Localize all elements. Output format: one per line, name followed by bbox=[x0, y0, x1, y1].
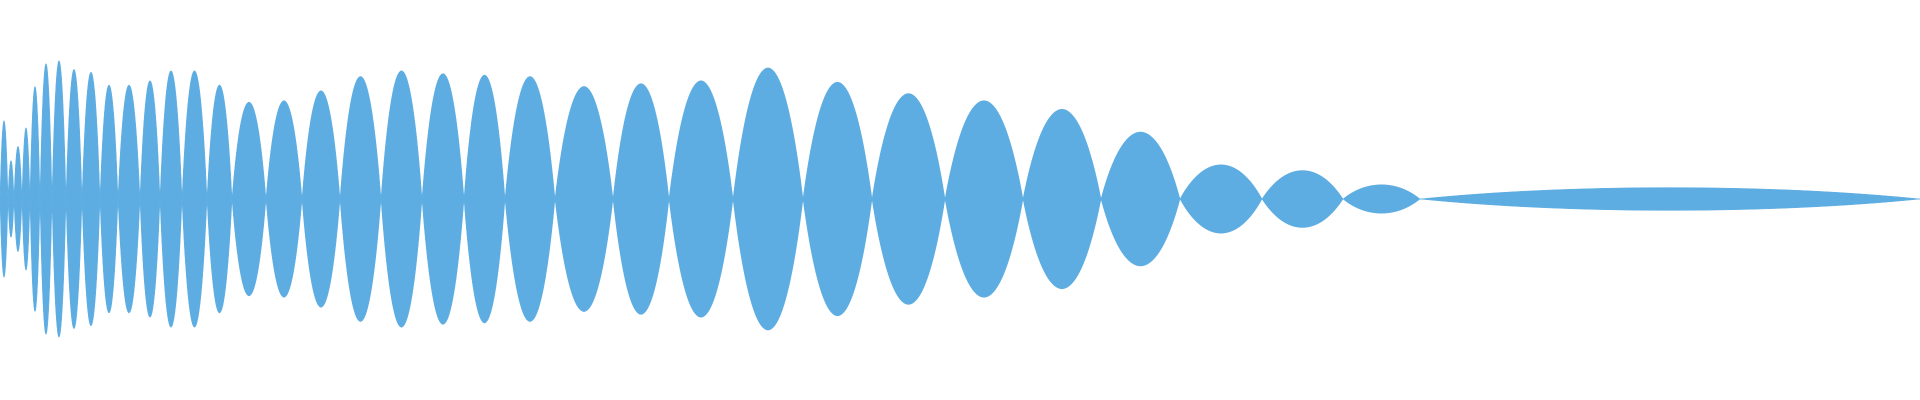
waveform-upper-half bbox=[0, 60, 1920, 200]
waveform-lower-half bbox=[0, 198, 1920, 338]
